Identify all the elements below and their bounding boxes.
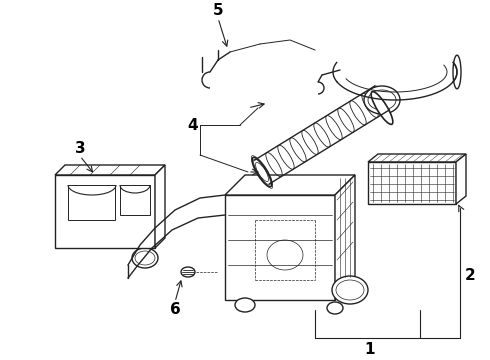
Text: 6: 6 (170, 302, 180, 318)
Ellipse shape (235, 298, 255, 312)
Polygon shape (368, 162, 456, 204)
Text: 3: 3 (74, 140, 85, 156)
Text: 1: 1 (365, 342, 375, 357)
Text: 4: 4 (188, 117, 198, 132)
Text: 5: 5 (213, 3, 223, 18)
Polygon shape (155, 165, 165, 248)
Ellipse shape (252, 157, 272, 187)
Ellipse shape (371, 91, 393, 125)
Ellipse shape (132, 248, 158, 268)
Ellipse shape (364, 86, 400, 114)
Polygon shape (225, 195, 335, 300)
Polygon shape (335, 175, 355, 300)
Ellipse shape (327, 302, 343, 314)
Ellipse shape (181, 267, 195, 277)
Polygon shape (55, 175, 155, 248)
Polygon shape (225, 175, 355, 195)
Polygon shape (368, 154, 466, 162)
Polygon shape (55, 165, 165, 175)
Text: 2: 2 (465, 267, 475, 283)
Polygon shape (456, 154, 466, 204)
Ellipse shape (453, 55, 461, 89)
Ellipse shape (332, 276, 368, 304)
